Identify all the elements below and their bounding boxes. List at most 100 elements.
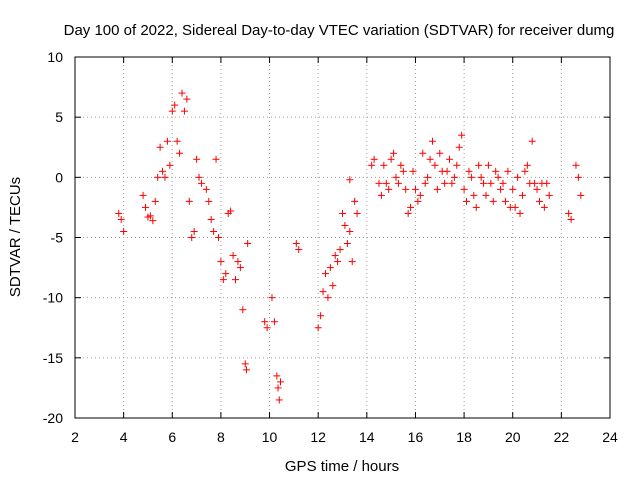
data-point <box>351 197 359 205</box>
data-point <box>497 185 505 193</box>
data-point <box>421 179 429 187</box>
data-point <box>565 209 573 217</box>
data-point <box>343 240 351 248</box>
data-point <box>477 173 485 181</box>
data-point <box>193 155 201 163</box>
x-tick-label: 16 <box>408 429 424 445</box>
data-point <box>171 101 179 109</box>
data-point <box>416 191 424 199</box>
y-tick-label: -5 <box>51 230 64 246</box>
data-point <box>472 203 480 211</box>
data-point <box>276 378 284 386</box>
data-point <box>390 149 398 157</box>
data-point <box>382 179 390 187</box>
data-point <box>154 173 162 181</box>
y-tick-label: -15 <box>43 350 63 366</box>
data-point <box>202 185 210 193</box>
data-point <box>404 209 412 217</box>
x-tick-label: 2 <box>71 429 79 445</box>
data-point <box>197 179 205 187</box>
data-point <box>295 246 303 254</box>
data-point <box>326 264 334 272</box>
data-point <box>176 149 184 157</box>
data-point <box>274 384 282 392</box>
data-point <box>236 264 244 272</box>
x-tick-label: 10 <box>262 429 278 445</box>
data-point <box>339 209 346 217</box>
data-point <box>161 173 169 181</box>
data-point <box>387 155 395 163</box>
x-tick-label: 18 <box>456 429 472 445</box>
data-point <box>453 161 461 169</box>
data-point <box>458 131 466 139</box>
data-point <box>190 227 198 235</box>
data-point <box>159 167 167 175</box>
data-point <box>263 324 271 332</box>
data-point <box>411 185 419 193</box>
data-point <box>516 209 524 217</box>
data-point <box>166 161 174 169</box>
data-point <box>467 173 475 181</box>
data-point <box>207 215 215 223</box>
data-point <box>185 197 193 205</box>
y-tick-label: -20 <box>43 410 63 426</box>
data-point <box>151 197 159 205</box>
data-point <box>419 149 427 157</box>
data-point <box>428 137 436 145</box>
data-point <box>533 185 541 193</box>
data-point <box>535 197 543 205</box>
data-point <box>314 324 322 332</box>
data-point <box>577 191 585 199</box>
data-point <box>370 155 378 163</box>
data-point <box>465 167 473 175</box>
data-point <box>146 212 154 220</box>
data-point <box>229 252 237 260</box>
data-point <box>501 197 509 205</box>
data-point <box>222 270 230 278</box>
data-point <box>375 179 383 187</box>
data-point <box>117 215 125 223</box>
data-point <box>156 143 164 151</box>
data-point <box>178 89 186 97</box>
data-point <box>487 179 495 187</box>
data-point <box>261 318 269 326</box>
x-tick-labels: 2 4 6 8 10 12 14 16 18 20 22 24 <box>71 429 618 445</box>
data-point <box>180 107 188 115</box>
data-point <box>317 312 325 320</box>
data-point <box>341 221 349 229</box>
data-point <box>545 191 553 199</box>
x-tick-label: 12 <box>310 429 326 445</box>
x-tick-label: 14 <box>359 429 375 445</box>
data-point <box>531 179 539 187</box>
data-point <box>292 240 300 248</box>
data-point <box>407 203 415 211</box>
data-point <box>188 234 196 241</box>
y-tick-label: -10 <box>43 290 63 306</box>
y-tick-label: 10 <box>47 49 63 65</box>
grid <box>75 57 610 418</box>
data-point <box>414 197 422 205</box>
data-point <box>514 173 522 181</box>
data-point <box>368 161 376 169</box>
y-axis-label: SDTVAR / TECUs <box>7 177 24 297</box>
data-point <box>450 173 458 181</box>
data-point <box>115 209 123 217</box>
data-point <box>244 240 252 248</box>
y-tick-label: 5 <box>55 109 63 125</box>
data-point <box>149 217 157 225</box>
plot-frame <box>74 56 611 419</box>
data-point <box>448 179 456 187</box>
x-tick-label: 24 <box>602 429 618 445</box>
data-point <box>183 95 191 103</box>
data-point <box>443 167 451 175</box>
data-point <box>227 207 235 215</box>
data-point <box>470 191 478 199</box>
data-point <box>239 306 247 314</box>
data-point <box>377 191 385 199</box>
data-point <box>380 161 388 169</box>
data-point <box>212 155 220 163</box>
data-point <box>528 137 536 145</box>
data-point <box>139 191 147 199</box>
x-tick-label: 6 <box>168 429 176 445</box>
